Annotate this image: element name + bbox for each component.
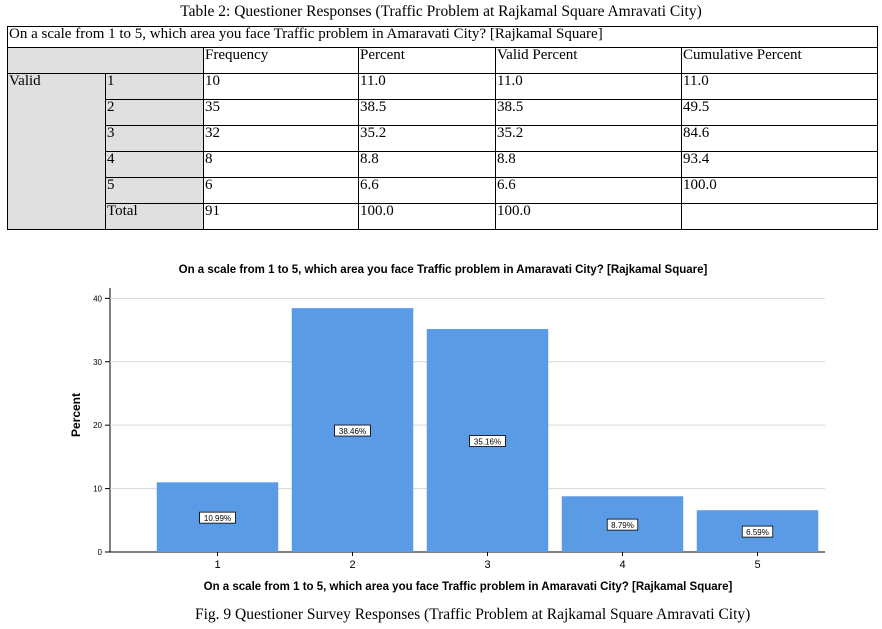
table-row: 4 8 8.8 8.8 93.4 (8, 151, 879, 178)
row-label: 3 (105, 125, 204, 152)
cell-percent: 100.0 (358, 203, 496, 230)
x-tick-label: 2 (349, 559, 355, 571)
data-label: 38.46% (339, 427, 366, 436)
table-header-row: Frequency Percent Valid Percent Cumulati… (7, 47, 879, 74)
header-valid-percent: Valid Percent (495, 47, 682, 74)
header-frequency: Frequency (203, 47, 359, 74)
x-tick-label: 1 (214, 559, 220, 571)
header-percent: Percent (358, 47, 496, 74)
data-label: 8.79% (611, 521, 634, 530)
cell-cumulative: 100.0 (680, 177, 879, 204)
y-tick-label: 30 (93, 358, 102, 367)
data-label-box (334, 424, 371, 437)
cell-percent: 11.0 (358, 73, 496, 100)
row-label: 2 (105, 99, 204, 126)
cell-valid-percent: 100.0 (495, 203, 682, 230)
cell-percent: 38.5 (358, 99, 496, 126)
cell-frequency: 32 (203, 125, 359, 152)
data-label-box (606, 518, 639, 531)
chart-title: On a scale from 1 to 5, which area you f… (179, 264, 708, 276)
row-label: 5 (105, 177, 204, 204)
table-row: Total 91 100.0 100.0 (8, 203, 879, 230)
cell-percent: 35.2 (358, 125, 496, 152)
row-label: 1 (105, 73, 204, 100)
table-caption: Table 2: Questioner Responses (Traffic P… (180, 3, 702, 20)
y-tick-label: 40 (93, 294, 102, 303)
data-label: 6.59% (746, 528, 769, 537)
x-axis-label: On a scale from 1 to 5, which area you f… (204, 581, 733, 593)
data-label-box (741, 525, 774, 538)
cell-percent: 8.8 (358, 151, 496, 178)
row-label: Total (105, 203, 204, 230)
data-label-box (469, 435, 506, 447)
cell-frequency: 91 (203, 203, 359, 230)
x-tick-label: 3 (484, 559, 490, 571)
header-blank (7, 47, 204, 74)
table-row: Valid 1 10 11.0 11.0 11.0 (7, 73, 879, 230)
y-tick-label: 20 (93, 421, 102, 430)
cell-valid-percent: 11.0 (495, 73, 682, 100)
cell-cumulative: 11.0 (680, 73, 879, 100)
y-tick-label: 0 (98, 548, 103, 557)
y-tick-label: 10 (93, 485, 102, 494)
header-cumulative-percent: Cumulative Percent (680, 47, 879, 74)
x-tick-label: 4 (619, 559, 625, 571)
data-label: 10.99% (204, 514, 231, 523)
data-label: 35.16% (474, 438, 501, 447)
figure-caption: Fig. 9 Questioner Survey Responses (Traf… (195, 606, 751, 623)
table-row: 5 6 6.6 6.6 100.0 (8, 177, 879, 204)
bar-chart: On a scale from 1 to 5, which area you f… (69, 264, 825, 593)
cell-cumulative: 84.6 (680, 125, 879, 152)
x-tick-label: 5 (754, 559, 760, 571)
cell-valid-percent: 35.2 (495, 125, 682, 152)
data-label-box (199, 511, 236, 524)
cell-frequency: 10 (203, 73, 359, 100)
table-question: On a scale from 1 to 5, which area you f… (6, 26, 879, 48)
responses-table: On a scale from 1 to 5, which area you f… (6, 26, 879, 230)
table-row: 3 32 35.2 35.2 84.6 (8, 125, 879, 152)
cell-frequency: 8 (203, 151, 359, 178)
cell-percent: 6.6 (358, 177, 496, 204)
cell-valid-percent: 6.6 (495, 177, 682, 204)
cell-frequency: 35 (203, 99, 359, 126)
cell-valid-percent: 8.8 (495, 151, 682, 178)
group-label: Valid (7, 73, 106, 230)
cell-cumulative: 49.5 (680, 99, 879, 126)
y-axis-label: Percent (69, 393, 83, 437)
cell-valid-percent: 38.5 (495, 99, 682, 126)
table-row: 2 35 38.5 38.5 49.5 (8, 99, 879, 126)
cell-frequency: 6 (203, 177, 359, 204)
cell-cumulative: 93.4 (680, 151, 879, 178)
row-label: 4 (105, 151, 204, 178)
cell-cumulative (680, 203, 879, 230)
